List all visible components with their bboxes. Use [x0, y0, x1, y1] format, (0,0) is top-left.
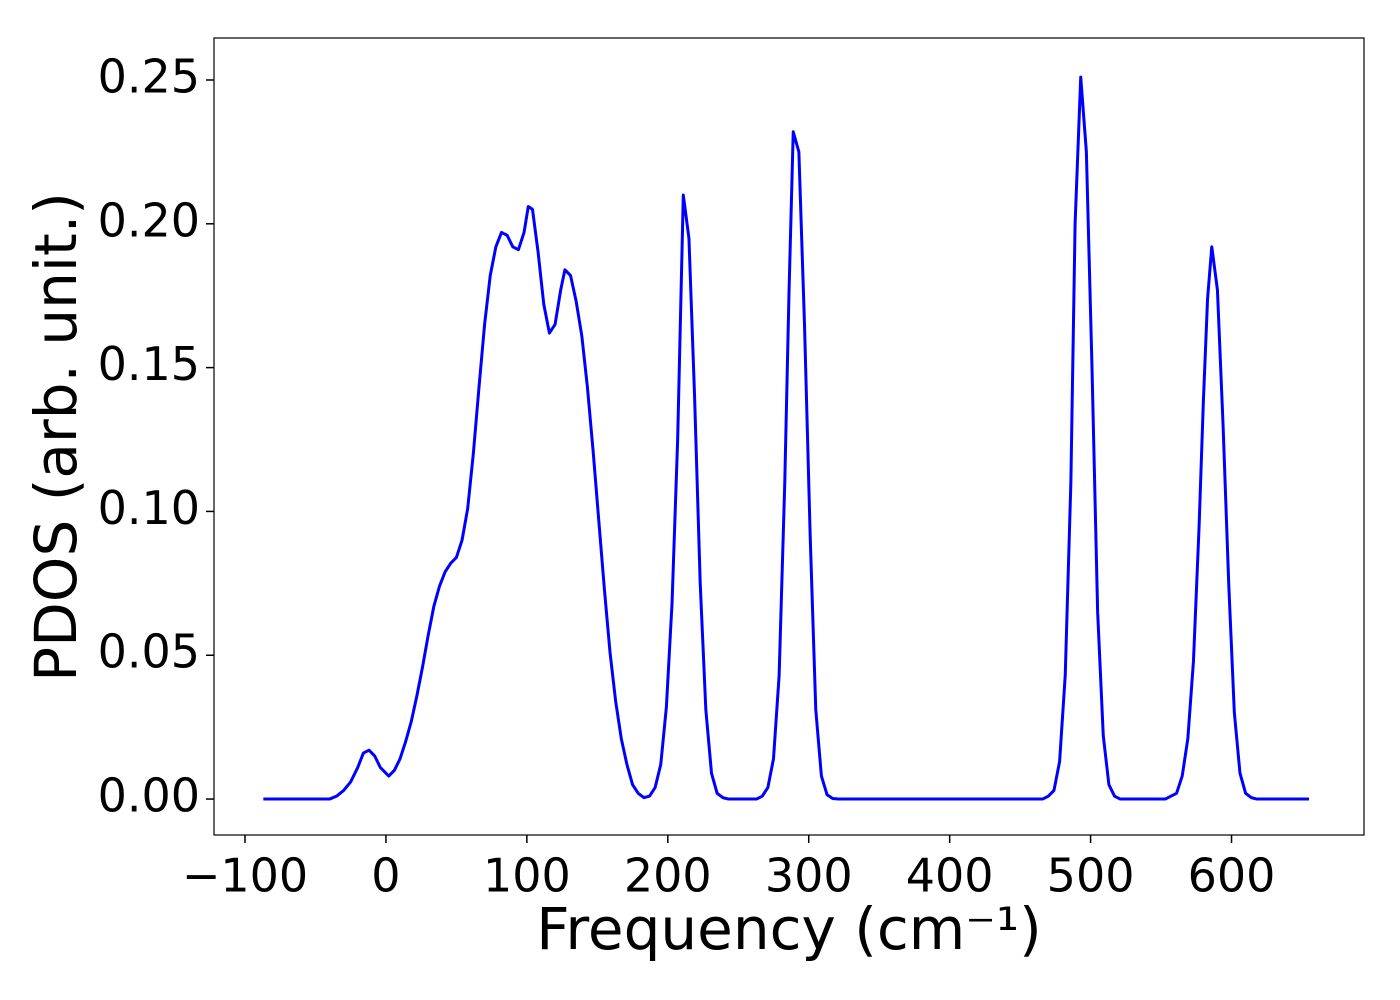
plot-frame [213, 37, 1365, 836]
x-tick-label: 0 [371, 849, 400, 903]
x-axis-label: Frequency (cm⁻¹) [536, 895, 1042, 963]
y-tick-label: 0.20 [98, 193, 200, 247]
y-tick-label: 0.25 [98, 49, 200, 103]
x-tick-label: −100 [182, 849, 308, 903]
x-tick-label: 100 [483, 849, 571, 903]
y-tick-label: 0.15 [98, 337, 200, 391]
data-line [263, 75, 1310, 801]
x-tick-label: 300 [765, 849, 853, 903]
y-tick-label: 0.00 [98, 769, 200, 823]
x-tick-label: 400 [906, 849, 994, 903]
x-tick-label: 600 [1188, 849, 1276, 903]
y-axis-label: PDOS (arb. unit.) [22, 192, 90, 682]
x-tick-label: 200 [624, 849, 712, 903]
x-tick-label: 500 [1047, 849, 1135, 903]
y-tick-label: 0.10 [98, 481, 200, 535]
y-tick-label: 0.05 [98, 625, 200, 679]
